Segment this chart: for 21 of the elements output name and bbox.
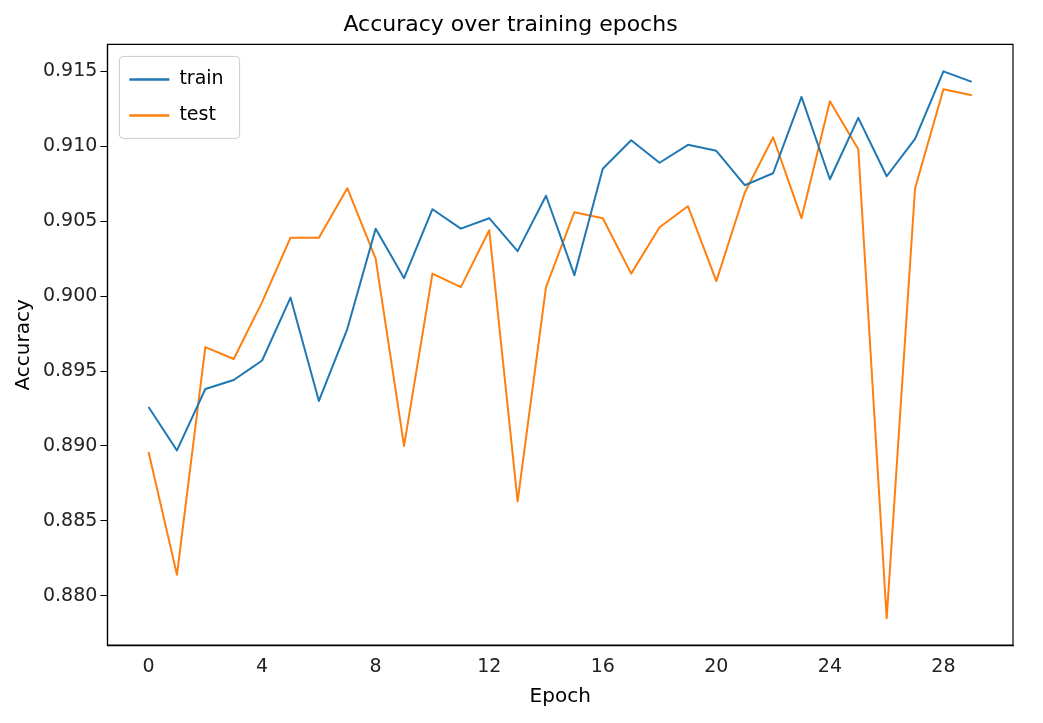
y-tick-label: 0.900 [42, 283, 98, 306]
y-tick-label: 0.890 [42, 432, 98, 455]
legend-label: test [179, 102, 216, 125]
y-tick-label: 0.910 [42, 133, 98, 156]
y-tick-label: 0.915 [42, 58, 98, 81]
x-tick-label: 0 [142, 653, 155, 676]
y-axis-title: Accuracy [10, 298, 35, 391]
chart-title: Accuracy over training epochs [343, 10, 678, 36]
y-tick-label: 0.895 [42, 357, 98, 380]
x-tick-label: 8 [369, 653, 382, 676]
x-tick-label: 28 [931, 653, 956, 676]
x-tick-label: 12 [477, 653, 502, 676]
x-tick-label: 20 [704, 653, 729, 676]
x-tick-label: 24 [817, 653, 842, 676]
x-tick-label: 4 [256, 653, 269, 676]
x-axis-title: Epoch [529, 683, 591, 708]
y-tick-label: 0.905 [42, 208, 98, 231]
y-tick-label: 0.880 [42, 582, 98, 605]
legend-label: train [179, 66, 224, 89]
y-tick-label: 0.885 [42, 507, 98, 530]
x-tick-label: 16 [590, 653, 615, 676]
